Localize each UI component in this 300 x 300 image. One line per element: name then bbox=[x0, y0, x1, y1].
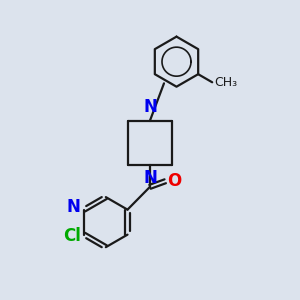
Text: N: N bbox=[143, 98, 157, 116]
Text: Cl: Cl bbox=[63, 227, 81, 245]
Text: O: O bbox=[168, 172, 182, 190]
Text: N: N bbox=[67, 198, 81, 216]
Text: N: N bbox=[143, 169, 157, 187]
Text: CH₃: CH₃ bbox=[214, 76, 237, 89]
